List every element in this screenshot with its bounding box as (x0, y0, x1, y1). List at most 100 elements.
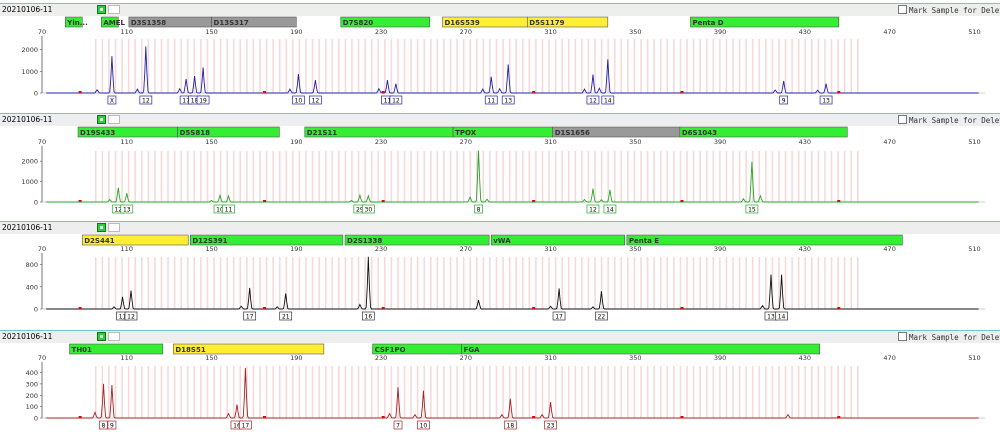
allele-bin (154, 366, 156, 418)
channel-color-button[interactable] (97, 332, 106, 341)
allele-call: 10 (292, 95, 305, 105)
allele-bin (824, 366, 826, 418)
y-tick-label: 2000 (21, 46, 38, 54)
allele-bin (738, 257, 741, 309)
allele-call: X (107, 95, 117, 105)
x-tick-label: 430 (799, 354, 811, 362)
allele-bin (804, 151, 807, 202)
allele-call: 11 (222, 204, 235, 214)
checkbox-icon[interactable] (898, 332, 907, 341)
allele-bin (620, 257, 623, 309)
locus-label: D7S820 (343, 19, 373, 27)
allele-bin (502, 39, 504, 93)
channel-toggle[interactable] (108, 5, 120, 14)
allele-bin (692, 366, 695, 418)
allele-bin (679, 151, 682, 202)
allele-bin (811, 151, 813, 202)
checkbox-icon[interactable] (898, 5, 907, 14)
artifact-mark (381, 307, 385, 309)
allele-bin (541, 366, 544, 418)
allele-bin (653, 151, 655, 202)
mark-deletion-checkbox[interactable]: Mark Sample for Deletion (898, 5, 1000, 16)
allele-bin (397, 257, 399, 309)
allele-bin (272, 151, 274, 202)
allele-box (601, 95, 615, 105)
artifact-mark (381, 200, 385, 202)
locus-label: D6S1043 (682, 129, 717, 137)
channel-toggle[interactable] (108, 223, 120, 232)
allele-bin (554, 366, 557, 418)
allele-label: 17 (246, 313, 254, 320)
allele-bin (535, 151, 537, 202)
channel-color-button[interactable] (97, 5, 106, 14)
allele-bin (311, 151, 314, 202)
allele-call: 17 (239, 420, 252, 430)
allele-bin (791, 366, 793, 418)
allele-bin (817, 39, 820, 93)
allele-bin (134, 366, 136, 418)
allele-box (124, 311, 138, 321)
artifact-mark (837, 200, 841, 202)
allele-bin (574, 151, 577, 202)
allele-bin (521, 257, 524, 309)
y-tick-label: 0 (34, 306, 38, 314)
allele-bin (482, 39, 485, 93)
allele-bin (817, 366, 820, 418)
locus-bar: D16S539 (442, 16, 528, 28)
allele-bin (857, 366, 859, 418)
allele-bin (206, 151, 209, 202)
allele-bin (298, 151, 301, 202)
allele-bin (541, 39, 544, 93)
allele-box (239, 420, 252, 430)
allele-bin (692, 257, 695, 309)
locus-rect (69, 343, 164, 355)
allele-bin (574, 39, 577, 93)
allele-call: 22 (595, 311, 608, 321)
allele-bin (108, 366, 110, 418)
allele-call: 13 (764, 311, 778, 321)
allele-bin (751, 257, 754, 309)
allele-label: 12 (114, 206, 122, 213)
allele-bin (403, 39, 406, 93)
allele-bin (613, 151, 616, 202)
allele-label: 16 (365, 313, 373, 320)
allele-bin (620, 366, 623, 418)
allele-bin (423, 257, 426, 309)
allele-bin (824, 151, 826, 202)
allele-bin (160, 257, 163, 309)
allele-bin (567, 257, 570, 309)
mark-deletion-checkbox[interactable]: Mark Sample for Deletion (898, 115, 1000, 126)
allele-box (99, 420, 108, 430)
allele-bin (587, 257, 590, 309)
allele-bin (278, 151, 281, 202)
channel-color-button[interactable] (97, 223, 106, 232)
allele-bin (213, 151, 215, 202)
allele-bin (357, 257, 360, 309)
allele-call: 19 (196, 95, 210, 105)
allele-bin (817, 151, 820, 202)
checkbox-icon[interactable] (898, 115, 907, 124)
allele-bin (147, 257, 150, 309)
allele-label: 9 (110, 422, 114, 429)
allele-label: X (110, 97, 114, 104)
mark-deletion-checkbox[interactable]: Mark Sample for Deletion (898, 332, 1000, 343)
allele-call: 10 (417, 420, 430, 430)
allele-bin (449, 151, 452, 202)
allele-bin (213, 366, 215, 418)
channel-toggle[interactable] (108, 332, 120, 341)
locus-label: D18S51 (175, 346, 205, 354)
allele-bin (567, 151, 570, 202)
allele-label: 17 (555, 313, 563, 320)
allele-bin (719, 151, 721, 202)
allele-call: 21 (279, 311, 293, 321)
allele-box (107, 95, 117, 105)
channel-toggle[interactable] (108, 115, 120, 124)
allele-call: 8 (99, 420, 108, 430)
allele-bin (252, 39, 255, 93)
channel-color-button[interactable] (97, 115, 106, 124)
allele-bin (318, 39, 320, 93)
y-tick-label: 1000 (21, 68, 38, 76)
allele-bin (640, 151, 642, 202)
allele-label: 11 (225, 206, 233, 213)
allele-bin (436, 257, 439, 309)
